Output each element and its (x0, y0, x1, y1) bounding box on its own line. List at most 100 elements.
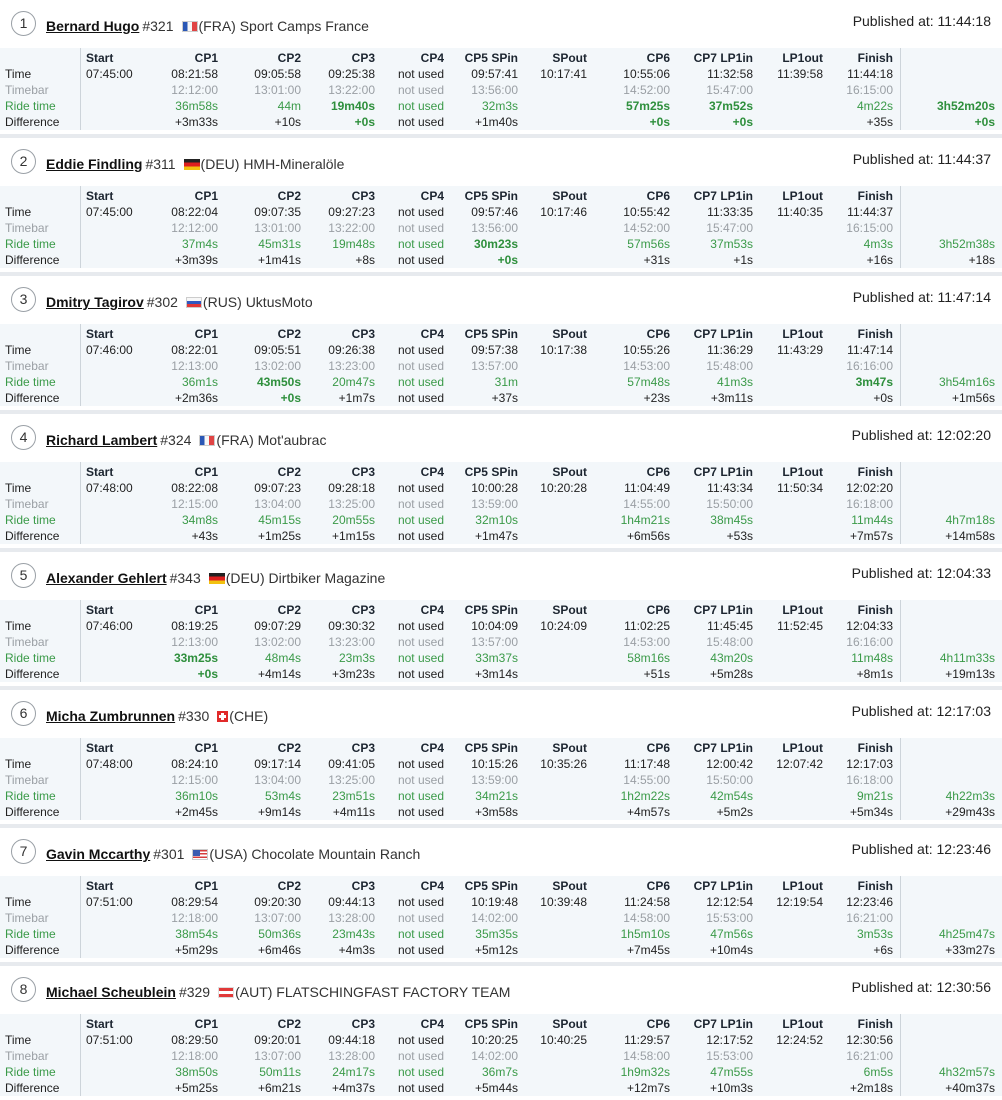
rider-name-link[interactable]: Micha Zumbrunnen (46, 708, 176, 724)
rider-name-link[interactable]: Dmitry Tagirov (46, 294, 144, 310)
rider-number: #302 (146, 294, 178, 310)
diff-cell: +4m57s (626, 805, 670, 819)
diff-cell: not used (397, 1081, 444, 1095)
rider-info: Richard Lambert #324 (FRA) Mot'aubrac (46, 431, 326, 449)
time-cell: 11:43:34 (707, 481, 753, 495)
checkpoint-header: CP1 (194, 465, 218, 479)
time-cell: 09:07:35 (254, 205, 301, 219)
ride-cell: 1h2m22s (620, 789, 670, 803)
time-cell: 12:07:42 (776, 757, 823, 771)
time-cell: 07:48:00 (86, 757, 133, 771)
checkpoint-header: CP5 SPin (464, 189, 518, 203)
diff-cell: +0s (497, 253, 518, 267)
row-label-timebar: Timebar (5, 359, 49, 373)
checkpoint-header: Start (86, 327, 114, 341)
rider-name-link[interactable]: Eddie Findling (46, 156, 143, 172)
rider-name-link[interactable]: Bernard Hugo (46, 18, 140, 34)
total-ride-time: 4h11m33s (939, 651, 995, 665)
timebar-cell: 16:18:00 (846, 497, 893, 511)
timebar-cell: 13:23:00 (328, 359, 375, 373)
published-time: Published at: 11:44:18 (853, 13, 991, 29)
published-label: Published at: (851, 703, 933, 719)
ride-cell: 34m21s (475, 789, 518, 803)
diff-cell: +0s (732, 115, 753, 129)
time-cell: 11:45:45 (707, 619, 753, 633)
table-divider (900, 186, 901, 268)
time-cell: 11:36:29 (707, 343, 753, 357)
ride-cell: 11m48s (851, 651, 893, 665)
table-divider (80, 462, 81, 544)
rider-name-link[interactable]: Alexander Gehlert (46, 570, 167, 586)
checkpoint-header: SPout (552, 189, 587, 203)
timebar-cell: 14:55:00 (623, 773, 670, 787)
time-cell: not used (397, 205, 444, 219)
ride-cell: 32m3s (481, 99, 518, 113)
timebar-cell: 14:02:00 (471, 911, 518, 925)
ride-cell: not used (397, 237, 444, 251)
time-cell: 12:17:03 (846, 757, 893, 771)
rider-name-link[interactable]: Gavin Mccarthy (46, 846, 151, 862)
row-label-ride: Ride time (5, 789, 56, 803)
result-header: 3 Dmitry Tagirov #302 (RUS) UktusMoto Publis… (0, 276, 1002, 320)
time-cell: 12:04:33 (846, 619, 893, 633)
time-cell: 09:05:51 (254, 343, 301, 357)
checkpoint-header: Start (86, 879, 114, 893)
table-divider (900, 48, 901, 130)
diff-cell: +1m47s (474, 529, 518, 543)
row-label-time: Time (5, 1033, 32, 1047)
rider-team: (AUT) FLATSCHINGFAST FACTORY TEAM (235, 984, 511, 1000)
timebar-cell: 15:50:00 (706, 497, 753, 511)
published-time: Published at: 12:30:56 (852, 979, 991, 995)
diff-cell: +23s (643, 391, 670, 405)
time-cell: not used (397, 1033, 444, 1047)
published-label: Published at: (852, 13, 934, 29)
ride-cell: not used (397, 1065, 444, 1079)
row-label-timebar: Timebar (5, 497, 49, 511)
row-label-time: Time (5, 757, 32, 771)
checkpoint-header: LP1out (782, 51, 823, 65)
diff-cell: +43s (191, 529, 218, 543)
total-ride-time: 4h7m18s (945, 513, 995, 527)
rider-name-link[interactable]: Richard Lambert (46, 432, 158, 448)
time-cell: 11:29:57 (624, 1033, 670, 1047)
diff-cell: +53s (726, 529, 753, 543)
time-cell: 07:51:00 (86, 1033, 133, 1047)
checkpoint-header: Start (86, 741, 114, 755)
table-divider (900, 876, 901, 958)
ride-cell: 47m55s (710, 1065, 753, 1079)
ride-cell: 43m50s (256, 375, 301, 389)
ride-cell: not used (397, 789, 444, 803)
split-table: Time Timebar Ride time Difference Start CP1 CP… (0, 462, 1002, 544)
ride-cell: 37m4s (181, 237, 218, 251)
published-time: Published at: 12:23:46 (852, 841, 991, 857)
published-time: Published at: 11:44:37 (853, 151, 991, 167)
checkpoint-header: Finish (857, 741, 893, 755)
timebar-cell: 13:22:00 (328, 221, 375, 235)
time-cell: 11:50:34 (777, 481, 823, 495)
time-cell: 10:24:09 (540, 619, 587, 633)
checkpoint-header: CP2 (277, 603, 301, 617)
result-header: 8 Michael Scheublein #329 (AUT) FLATSCHINGF… (0, 966, 1002, 1010)
ride-cell: 41m3s (716, 375, 753, 389)
ride-cell: 20m55s (332, 513, 375, 527)
time-cell: 11:44:18 (847, 67, 893, 81)
ride-cell: 38m50s (175, 1065, 218, 1079)
row-label-diff: Difference (5, 943, 60, 957)
ride-cell: 58m16s (627, 651, 670, 665)
rider-number: #301 (153, 846, 185, 862)
rider-name-link[interactable]: Michael Scheublein (46, 984, 176, 1000)
ride-cell: 34m8s (181, 513, 218, 527)
checkpoint-header: CP2 (277, 189, 301, 203)
timebar-cell: 15:53:00 (706, 1049, 753, 1063)
timebar-cell: 13:25:00 (328, 773, 375, 787)
table-divider (900, 324, 901, 406)
timebar-cell: 13:59:00 (471, 773, 518, 787)
time-cell: 10:55:26 (623, 343, 670, 357)
ride-cell: 1h4m21s (620, 513, 670, 527)
timebar-cell: 13:22:00 (328, 83, 375, 97)
row-label-timebar: Timebar (5, 911, 49, 925)
flag-rus-icon (185, 297, 202, 308)
checkpoint-header: CP3 (351, 189, 375, 203)
time-cell: 07:45:00 (86, 67, 133, 81)
checkpoint-header: LP1out (782, 741, 823, 755)
